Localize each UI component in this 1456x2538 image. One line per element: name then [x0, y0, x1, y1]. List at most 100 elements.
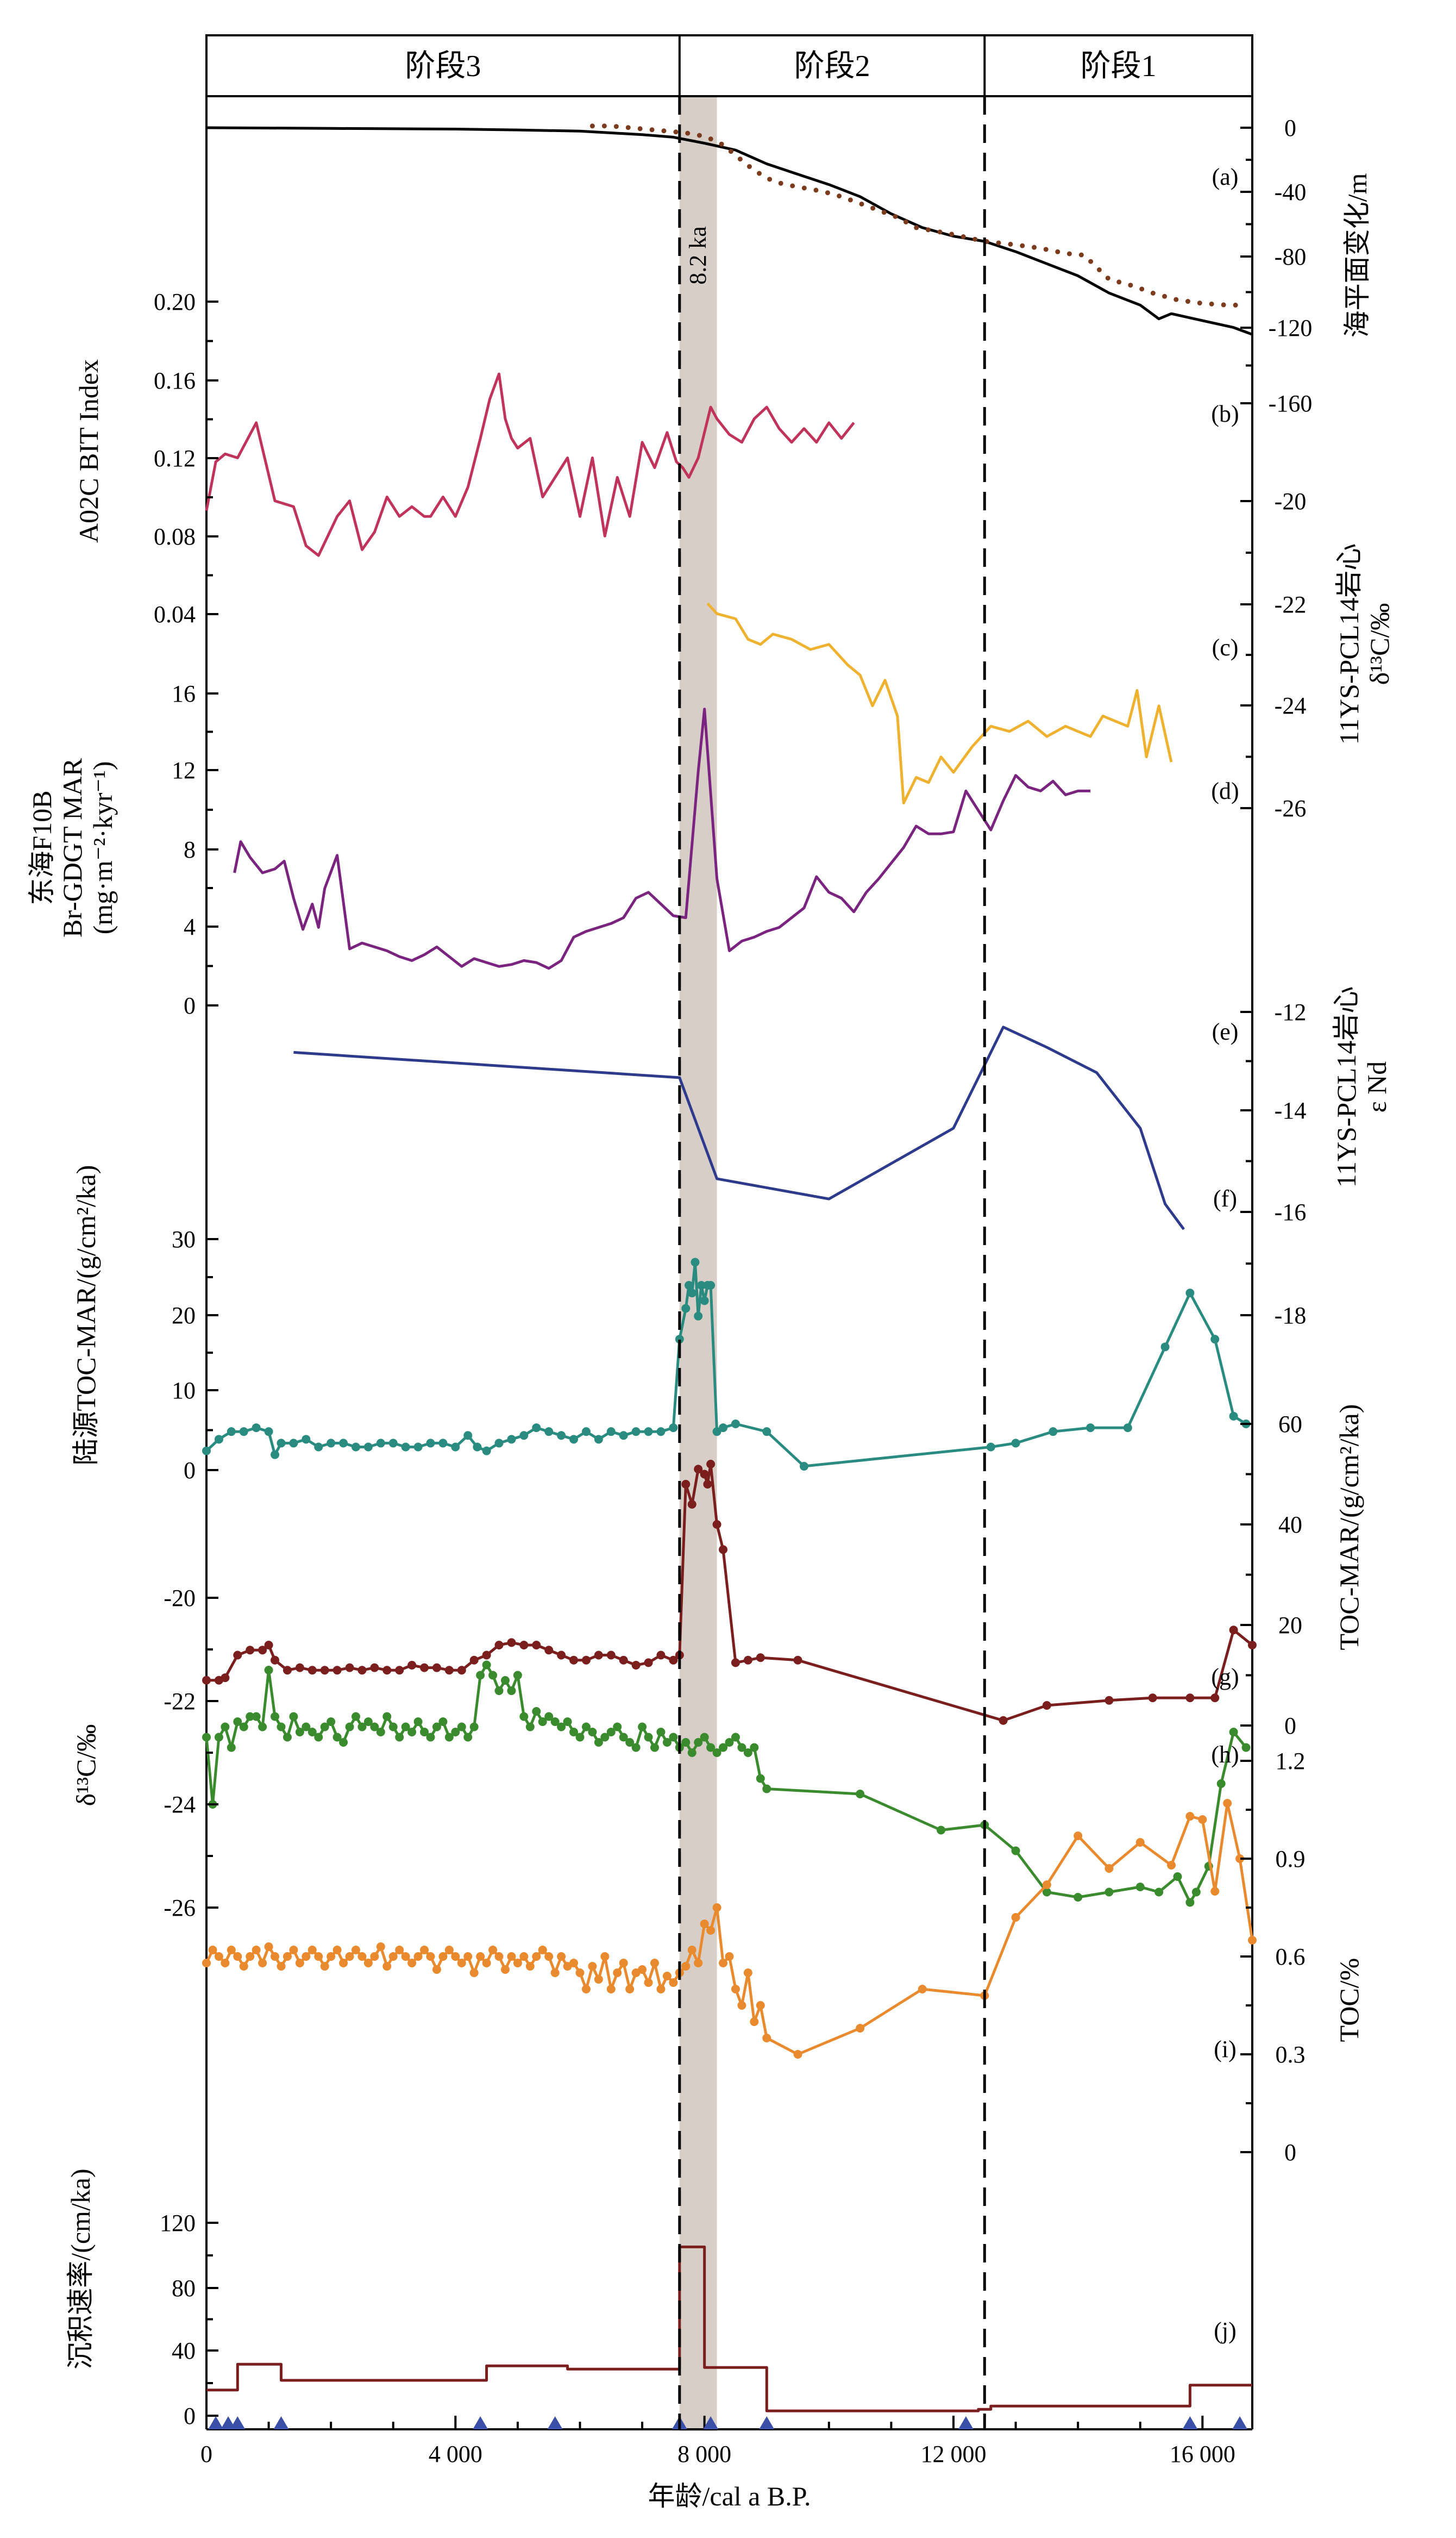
point-h: [600, 1733, 610, 1742]
point-h: [619, 1733, 628, 1742]
tick-label-g: 0: [1284, 1712, 1296, 1739]
point-f: [339, 1439, 348, 1448]
point-f: [691, 1258, 700, 1267]
point-f: [619, 1431, 628, 1440]
point-g: [444, 1666, 454, 1675]
point-h: [252, 1712, 261, 1721]
point-g: [1248, 1641, 1257, 1649]
point-i: [550, 1968, 560, 1977]
point-f: [413, 1442, 423, 1452]
point-i: [363, 1959, 373, 1967]
point-i: [737, 2001, 746, 2010]
point-g: [669, 1655, 678, 1665]
point-i: [525, 1962, 535, 1971]
point-f: [463, 1431, 473, 1440]
tick-label-i: 0: [1284, 2139, 1296, 2166]
point-i: [700, 1920, 709, 1928]
point-i: [314, 1952, 323, 1961]
point-h: [1011, 1846, 1020, 1855]
tick-label-g: 20: [1278, 1612, 1302, 1639]
tick-label-e: -18: [1275, 1302, 1307, 1329]
point-i: [202, 1959, 211, 1967]
point-i: [352, 1946, 360, 1954]
point-h: [625, 1738, 635, 1747]
dating-marker: [230, 2416, 246, 2429]
tick-label-i: 0.9: [1276, 1846, 1306, 1872]
point-h: [339, 1738, 348, 1747]
point-h: [426, 1733, 435, 1742]
tick-label-a: 0: [1284, 115, 1296, 141]
point-f: [644, 1427, 653, 1436]
point-i: [469, 1968, 479, 1977]
tick-label-i: 1.2: [1276, 1748, 1306, 1774]
point-i: [264, 1942, 273, 1951]
point-h: [719, 1743, 728, 1752]
point-i: [388, 1952, 398, 1961]
panel-tag-a: (a): [1212, 164, 1239, 190]
point-h: [407, 1728, 417, 1736]
point-f: [1049, 1427, 1058, 1436]
point-h: [538, 1717, 547, 1726]
tick-label-j: 0: [184, 2403, 196, 2429]
point-h: [557, 1722, 566, 1731]
tick-label-i: 0.6: [1276, 1943, 1306, 1970]
point-f: [227, 1427, 236, 1436]
point-h: [662, 1738, 671, 1747]
point-g: [712, 1520, 721, 1529]
x-tick-label: 16 000: [1170, 2441, 1235, 2467]
point-i: [401, 1952, 410, 1961]
dating-marker: [473, 2416, 488, 2429]
point-h: [1229, 1728, 1238, 1736]
tick-label-b: 0.12: [154, 445, 196, 472]
point-h: [544, 1712, 554, 1721]
point-h: [706, 1743, 716, 1752]
x-axis-label: 年龄/cal a B.P.: [648, 2481, 811, 2511]
point-i: [1104, 1864, 1114, 1873]
tick-label-c: -26: [1275, 795, 1307, 822]
point-i: [438, 1952, 448, 1961]
dating-marker: [1232, 2416, 1248, 2429]
tick-label-b: 0.04: [154, 601, 196, 628]
point-f: [264, 1427, 273, 1436]
point-i: [756, 2001, 765, 2010]
point-i: [345, 1952, 354, 1961]
point-g: [1042, 1701, 1051, 1710]
point-g: [407, 1661, 417, 1670]
point-f: [1210, 1335, 1220, 1344]
tick-label-e: -14: [1275, 1097, 1307, 1124]
point-g: [370, 1663, 379, 1672]
point-f: [451, 1442, 460, 1452]
point-h: [258, 1722, 267, 1731]
point-h: [1191, 1887, 1201, 1897]
tick-label-d: 16: [172, 680, 196, 707]
point-g: [1229, 1626, 1238, 1635]
point-h: [271, 1712, 280, 1721]
point-g: [264, 1641, 273, 1649]
point-f: [731, 1420, 740, 1428]
point-h: [202, 1733, 211, 1742]
panel-tag-h: (h): [1211, 1741, 1239, 1768]
dating-marker: [208, 2416, 224, 2429]
tick-label-e: -16: [1275, 1199, 1307, 1226]
point-i: [252, 1946, 261, 1954]
point-h: [1185, 1898, 1195, 1907]
point-f: [1086, 1423, 1095, 1433]
point-f: [1011, 1439, 1020, 1448]
point-h: [332, 1733, 342, 1742]
point-h: [239, 1722, 248, 1731]
point-i: [669, 1978, 678, 1987]
point-h: [575, 1733, 585, 1742]
point-h: [613, 1722, 622, 1731]
point-f: [271, 1450, 280, 1459]
point-g: [283, 1666, 292, 1675]
point-i: [1223, 1799, 1232, 1808]
tick-label-j: 120: [160, 2210, 196, 2236]
point-f: [363, 1442, 373, 1452]
point-g: [706, 1460, 716, 1468]
dating-marker: [958, 2416, 974, 2429]
point-h: [395, 1733, 404, 1742]
point-f: [426, 1439, 435, 1448]
tick-label-f: 20: [172, 1302, 196, 1329]
